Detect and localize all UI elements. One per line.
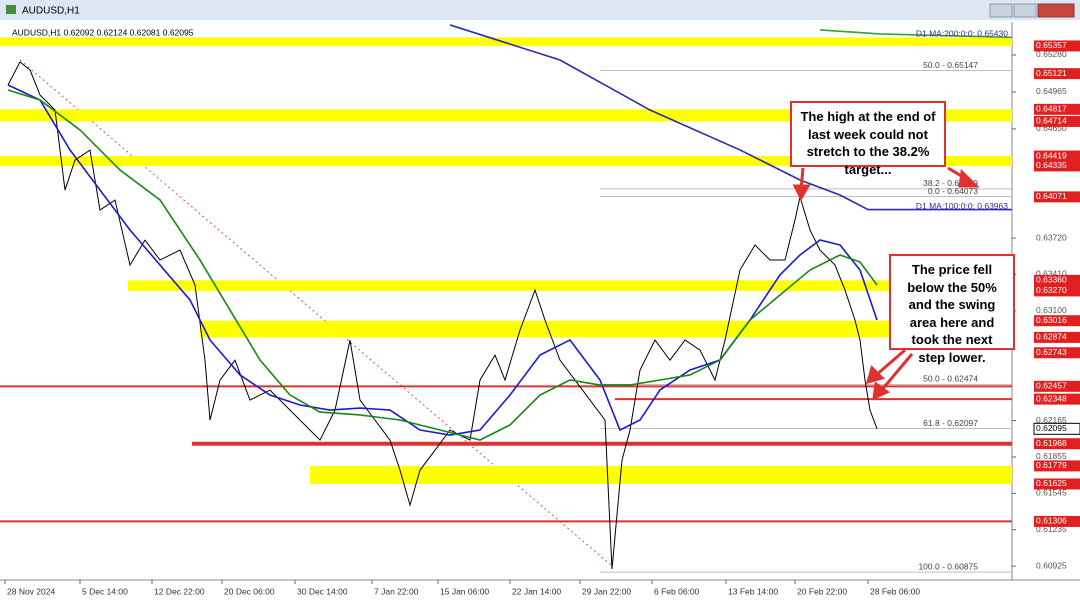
level-marker [1034, 115, 1080, 127]
price-line [7, 84, 878, 436]
x-tick-label: 29 Jan 22:00 [582, 586, 631, 596]
level-marker [1034, 103, 1080, 115]
x-tick-label: 28 Nov 2024 [7, 586, 55, 596]
y-tick-label: 0.61855 [1036, 451, 1067, 461]
level-marker [1034, 40, 1080, 52]
maximize-button[interactable] [1013, 3, 1037, 18]
support-zone [128, 280, 1012, 291]
fib-level-label: 50.0 - 0.62474 [923, 374, 978, 384]
title-bar [0, 0, 1080, 20]
x-tick-label: 20 Dec 06:00 [224, 586, 275, 596]
level-marker [1034, 515, 1080, 527]
y-tick-label: 0.65280 [1036, 49, 1067, 59]
arrows [792, 166, 980, 401]
level-label: 0.64714 [1036, 116, 1067, 126]
arrow-head [872, 381, 890, 401]
level-label: 0.62457 [1036, 381, 1067, 391]
x-tick-label: 5 Dec 14:00 [82, 586, 128, 596]
level-marker [1034, 331, 1080, 343]
y-tick-label: 0.63100 [1036, 305, 1067, 315]
support-zone [0, 37, 1012, 46]
price-line [7, 89, 878, 441]
level-label: 0.64419 [1036, 150, 1067, 160]
level-marker [1034, 68, 1080, 80]
level-label: 0.64817 [1036, 104, 1067, 114]
y-tick-label: 0.62165 [1036, 415, 1067, 425]
fib-level-label: 100.0 - 0.60875 [918, 561, 978, 571]
arrow-head [958, 168, 980, 188]
price-line [7, 61, 878, 570]
arrow [878, 353, 914, 393]
arrow-head [865, 365, 885, 385]
level-marker [1034, 460, 1080, 472]
level-label: 0.61306 [1036, 516, 1067, 526]
support-zone [0, 156, 1012, 166]
window-icon [6, 5, 16, 14]
ma-label: D1 MA:100:0:0: 0.63963 [916, 201, 1008, 211]
close-button[interactable] [1037, 3, 1075, 18]
level-label: 0.64335 [1036, 160, 1067, 170]
x-tick-label: 28 Feb 06:00 [870, 586, 920, 596]
x-tick-label: 12 Dec 22:00 [154, 586, 205, 596]
support-zone [200, 320, 1012, 338]
current-price-marker [1033, 422, 1080, 435]
fib-level-label: 50.0 - 0.65147 [923, 60, 978, 70]
fib-level-label: 61.8 - 0.62097 [923, 418, 978, 428]
arrow [874, 348, 906, 378]
level-marker [1034, 160, 1080, 172]
level-marker [1034, 478, 1080, 490]
level-marker [1034, 315, 1080, 327]
level-label: 0.62743 [1036, 347, 1067, 357]
level-label: 0.61968 [1036, 438, 1067, 448]
level-label: 0.62348 [1036, 393, 1067, 403]
y-tick-label: 0.64965 [1036, 86, 1067, 96]
y-tick-label: 0.63720 [1036, 232, 1067, 242]
y-tick-label: 0.64650 [1036, 123, 1067, 133]
level-marker [1034, 191, 1080, 203]
level-marker [1034, 274, 1080, 286]
level-marker [1034, 438, 1080, 450]
level-marker [1034, 393, 1080, 405]
level-label: 0.65121 [1036, 68, 1067, 78]
support-zone [0, 109, 1012, 122]
y-tick-label: 0.61545 [1036, 488, 1067, 498]
x-tick-label: 30 Dec 14:00 [297, 586, 348, 596]
x-tick-label: 13 Feb 14:00 [728, 586, 778, 596]
annotation: The price fell below the 50% and the swi… [889, 254, 1015, 365]
fib-level-label: 0.0 - 0.64073 [928, 186, 978, 196]
annotation: The high at the end of last week could n… [790, 101, 946, 177]
minimize-button[interactable] [989, 3, 1013, 18]
level-marker [1034, 380, 1080, 392]
price-line [819, 29, 1013, 39]
level-label: 0.62874 [1036, 332, 1067, 342]
level-label: 0.64071 [1036, 191, 1067, 201]
ma-label: D1 MA:200:0:0: 0.65430 [916, 29, 1008, 39]
current-price-label: 0.62095 [1036, 423, 1067, 433]
y-tick-label: 0.63410 [1036, 269, 1067, 279]
y-tick-label: 0.60925 [1036, 560, 1067, 570]
x-tick-label: 6 Feb 06:00 [654, 586, 700, 596]
x-tick-label: 22 Jan 14:00 [512, 586, 561, 596]
support-zone [310, 465, 1012, 484]
level-marker [1034, 347, 1080, 359]
level-label: 0.61625 [1036, 478, 1067, 488]
window-title: AUDUSD,H1 [22, 6, 80, 17]
level-marker [1034, 285, 1080, 297]
level-label: 0.61779 [1036, 460, 1067, 470]
x-tick-label: 7 Jan 22:00 [374, 586, 419, 596]
x-tick-label: 15 Jan 06:00 [440, 586, 489, 596]
symbol-header: AUDUSD,H1 0.62092 0.62124 0.62081 0.6209… [12, 27, 194, 37]
x-tick-label: 20 Feb 22:00 [797, 586, 847, 596]
fib-level-label: 38.2 - 0.64139 [923, 178, 978, 188]
level-label: 0.65357 [1036, 40, 1067, 50]
y-tick-label: 0.61235 [1036, 524, 1067, 534]
level-label: 0.63270 [1036, 285, 1067, 295]
level-marker [1034, 150, 1080, 162]
price-line [449, 24, 1012, 211]
level-label: 0.63016 [1036, 315, 1067, 325]
arrow-head [792, 184, 811, 202]
level-label: 0.63360 [1036, 275, 1067, 285]
